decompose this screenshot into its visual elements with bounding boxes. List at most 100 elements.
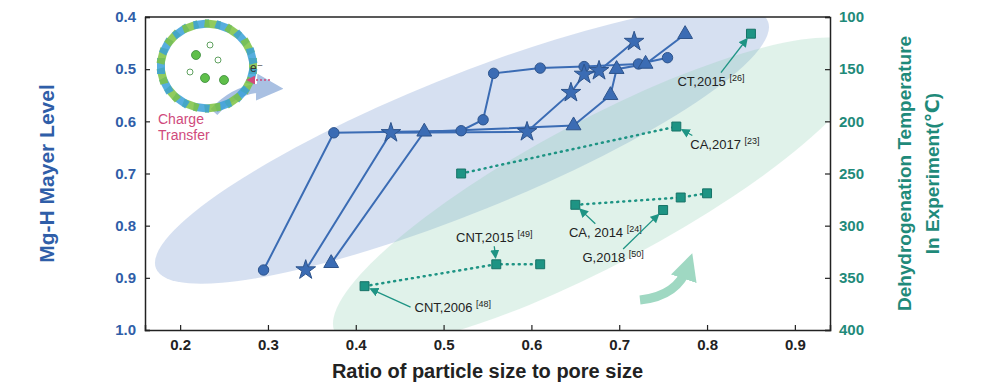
point-labels: CNT,2006 [48]CNT,2015 [49]CA,2017 [23]CA… <box>371 39 760 315</box>
series-line <box>365 264 541 286</box>
label-arrow <box>371 289 411 307</box>
tick-label: 0.2 <box>170 336 191 353</box>
tick: 0.3 <box>258 325 279 353</box>
data-point <box>561 82 581 101</box>
tick-label: 0.8 <box>697 336 718 353</box>
tick-mark <box>707 325 708 330</box>
tick-label: 0.9 <box>785 336 806 353</box>
tick: 1.0 <box>115 321 150 338</box>
inset-atom <box>187 69 193 75</box>
data-point <box>659 206 668 215</box>
data-point <box>258 265 268 275</box>
axis-line <box>146 325 831 331</box>
data-point <box>574 64 594 83</box>
tick: 0.8 <box>697 325 718 353</box>
tick-label: 0.4 <box>346 336 368 353</box>
chart-svg: e⁻ChargeTransfer0.20.30.40.50.60.70.80.9… <box>0 0 1000 388</box>
point-label: CNT,2015 [49] <box>456 229 532 245</box>
data-point <box>456 126 466 136</box>
tick-mark <box>795 325 796 330</box>
inset: e⁻ChargeTransfer <box>157 19 270 143</box>
point-label: G,2018 [50] <box>583 249 644 265</box>
point-label: CT,2015 [26] <box>677 73 744 89</box>
data-point <box>417 123 432 136</box>
point-label: CA,2017 [23] <box>690 136 759 152</box>
inset-atom <box>201 74 210 83</box>
data-point <box>678 26 693 39</box>
chart-container: e⁻ChargeTransfer0.20.30.40.50.60.70.80.9… <box>0 0 1000 388</box>
data-point <box>746 29 755 38</box>
point-label-main: CNT,2006 <box>415 300 476 315</box>
point-label-ref: [50] <box>629 249 644 259</box>
data-point <box>457 169 466 178</box>
tick-mark <box>356 325 357 330</box>
data-point <box>535 63 545 73</box>
point-label-main: G,2018 <box>583 250 629 265</box>
tick-label: 0.8 <box>115 217 136 234</box>
axis-line <box>146 18 151 331</box>
point-label-ref: [23] <box>745 136 760 146</box>
tick-label: 0.5 <box>115 60 136 77</box>
tick-mark <box>825 226 830 227</box>
data-point <box>676 193 685 202</box>
tick-mark <box>825 69 830 70</box>
highlight-ellipse <box>301 17 830 330</box>
inset-electron-arrow <box>248 79 270 81</box>
inset-caption: Transfer <box>158 127 210 143</box>
tick-label: 150 <box>839 60 864 77</box>
data-point <box>571 200 580 209</box>
series-line <box>461 127 676 174</box>
tick: 0.5 <box>115 60 150 77</box>
tick-label: 100 <box>839 8 864 25</box>
tick-mark <box>825 278 830 279</box>
point-label-main: CT,2015 <box>677 74 729 89</box>
tick: 0.9 <box>785 325 806 353</box>
background-decoration <box>145 17 830 330</box>
y-axis-title: Mg-H Mayer Level <box>35 84 58 263</box>
tick: 0.2 <box>170 325 191 353</box>
series-line <box>331 34 685 263</box>
tick: 250 <box>825 165 864 182</box>
tick-label: 350 <box>839 269 864 286</box>
data-point <box>492 260 501 269</box>
tick-mark <box>145 226 150 227</box>
point-label: CA, 2014 [24] <box>569 224 642 240</box>
inset-caption: Charge <box>158 111 204 127</box>
tick-mark <box>180 325 181 330</box>
data-point <box>329 128 339 138</box>
tick-mark <box>145 278 150 279</box>
tick: 0.7 <box>609 325 630 353</box>
data-point <box>703 189 712 198</box>
inset-atom <box>220 76 229 85</box>
tick-mark <box>825 173 830 174</box>
data-point <box>609 61 624 74</box>
inset-atom <box>207 42 213 48</box>
tick-mark <box>268 325 269 330</box>
tick: 150 <box>825 60 864 77</box>
label-arrow <box>580 210 595 224</box>
inset-atom <box>215 57 221 63</box>
data-point <box>624 31 644 50</box>
tick-label: 0.4 <box>115 8 137 25</box>
tick: 400 <box>825 321 864 338</box>
data-point <box>566 117 581 130</box>
tick-label: 200 <box>839 113 864 130</box>
tick-label: 1.0 <box>115 321 136 338</box>
label-arrow <box>721 39 747 72</box>
tick-label: 0.9 <box>115 269 136 286</box>
label-arrow <box>682 130 692 136</box>
tick-label: 0.3 <box>258 336 279 353</box>
series-line <box>306 42 634 270</box>
tick: 0.9 <box>115 269 150 286</box>
tick-mark <box>531 325 532 330</box>
data-point <box>324 255 339 268</box>
tick-mark <box>619 325 620 330</box>
tick-mark <box>825 330 830 331</box>
tick: 200 <box>825 113 864 130</box>
tick: 0.4 <box>115 8 150 25</box>
data-point <box>536 260 545 269</box>
point-label-ref: [49] <box>517 229 532 239</box>
point-label-main: CNT,2015 <box>456 230 517 245</box>
tick-mark <box>443 325 444 330</box>
label-arrow <box>623 215 658 249</box>
